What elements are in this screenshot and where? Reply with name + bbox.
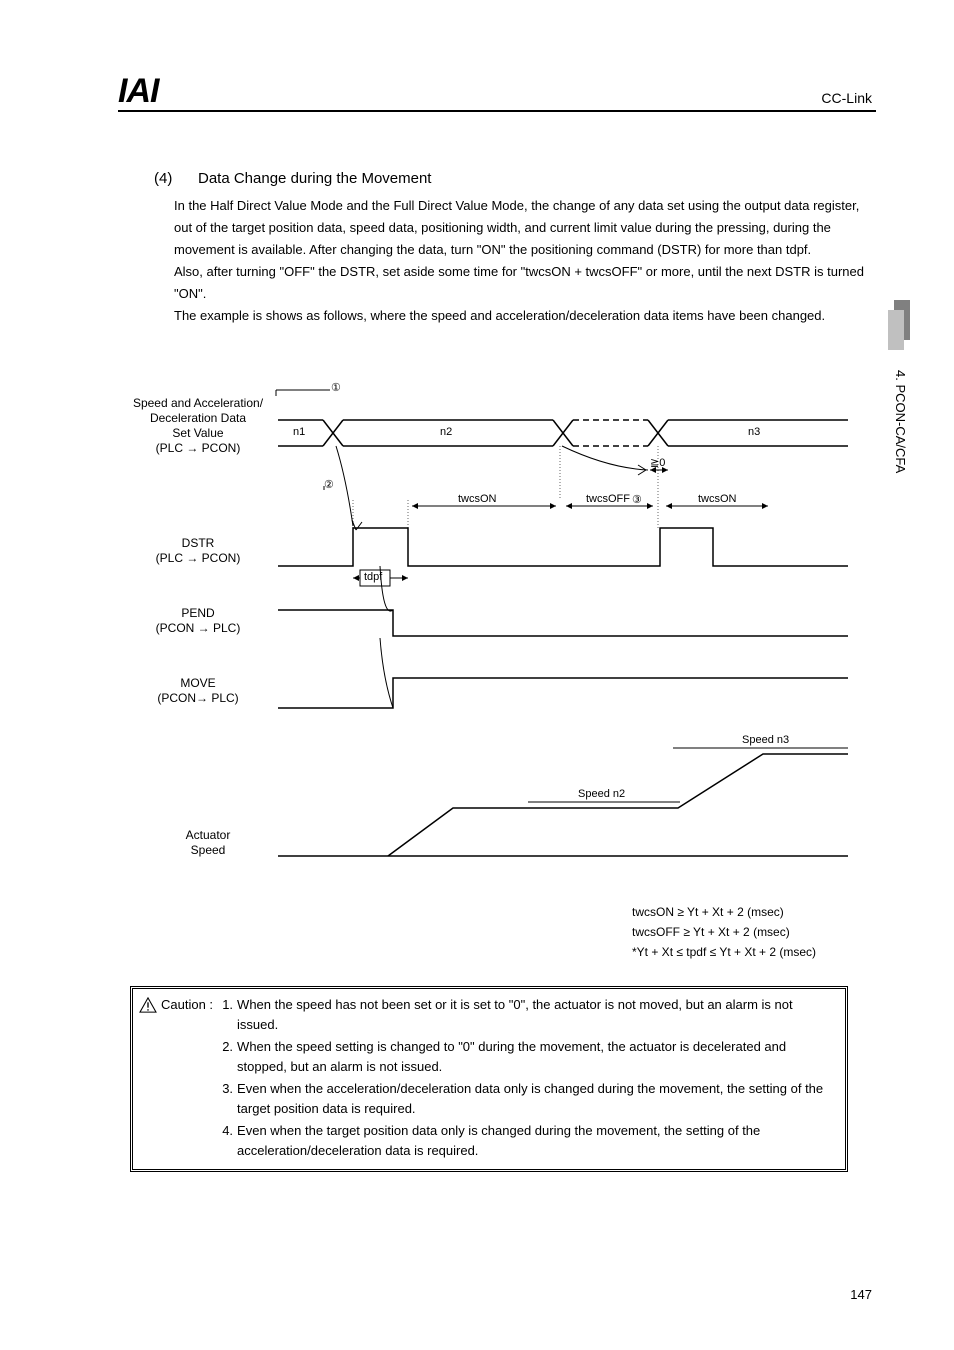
speed-n2: Speed n2 bbox=[578, 788, 625, 800]
tdpf: tdpf bbox=[364, 571, 382, 583]
paragraph-2: Also, after turning "OFF" the DSTR, set … bbox=[174, 261, 872, 305]
n1: n1 bbox=[293, 426, 305, 438]
caution-box: Caution : 1.When the speed has not been … bbox=[130, 986, 848, 1172]
caution-item-num: 1. bbox=[215, 995, 233, 1035]
warning-icon bbox=[139, 997, 157, 1013]
caution-item: 4.Even when the target position data onl… bbox=[215, 1121, 835, 1161]
ge0: ≧0 bbox=[650, 456, 665, 469]
header-right: CC-Link bbox=[821, 90, 872, 106]
section-number: (4) bbox=[154, 170, 172, 187]
caution-item-num: 4. bbox=[215, 1121, 233, 1161]
caution-label: Caution : bbox=[161, 995, 213, 1015]
diagram-svg bbox=[128, 378, 848, 908]
header-rule bbox=[118, 82, 876, 112]
section-title: Data Change during the Movement bbox=[198, 170, 431, 187]
caution-item: 2.When the speed setting is changed to "… bbox=[215, 1037, 835, 1077]
logo: IAI bbox=[118, 72, 158, 111]
paragraph-1: In the Half Direct Value Mode and the Fu… bbox=[174, 195, 872, 261]
twcsOFF: twcsOFF bbox=[586, 493, 630, 505]
caution-item: 3.Even when the acceleration/deceleratio… bbox=[215, 1079, 835, 1119]
speed-n3: Speed n3 bbox=[742, 734, 789, 746]
twcsON: twcsON bbox=[458, 493, 497, 505]
caution-item: 1.When the speed has not been set or it … bbox=[215, 995, 835, 1035]
n3: n3 bbox=[748, 426, 760, 438]
caution-item-num: 3. bbox=[215, 1079, 233, 1119]
caution-item-text: When the speed has not been set or it is… bbox=[237, 995, 835, 1035]
n2: n2 bbox=[440, 426, 452, 438]
marker-2: ② bbox=[324, 478, 334, 491]
formulas: twcsON ≥ Yt + Xt + 2 (msec) twcsOFF ≥ Yt… bbox=[632, 902, 816, 962]
marker-3: ③ bbox=[632, 493, 642, 506]
caution-item-text: Even when the acceleration/deceleration … bbox=[237, 1079, 835, 1119]
caution-item-num: 2. bbox=[215, 1037, 233, 1077]
caution-item-text: Even when the target position data only … bbox=[237, 1121, 835, 1161]
formula-2: twcsOFF ≥ Yt + Xt + 2 (msec) bbox=[632, 922, 816, 942]
page-number: 147 bbox=[850, 1287, 872, 1302]
twcsON2: twcsON bbox=[698, 493, 737, 505]
formula-3: *Yt + Xt ≤ tpdf ≤ Yt + Xt + 2 (msec) bbox=[632, 942, 816, 962]
caution-list: 1.When the speed has not been set or it … bbox=[215, 995, 835, 1163]
marker-1: ① bbox=[331, 381, 341, 394]
side-tab-fg bbox=[888, 310, 904, 350]
paragraph-3: The example is shows as follows, where t… bbox=[174, 305, 872, 327]
formula-1: twcsON ≥ Yt + Xt + 2 (msec) bbox=[632, 902, 816, 922]
body-text: In the Half Direct Value Mode and the Fu… bbox=[174, 195, 872, 327]
caution-item-text: When the speed setting is changed to "0"… bbox=[237, 1037, 835, 1077]
side-tab-text: 4. PCON-CA/CFA bbox=[893, 370, 908, 473]
timing-diagram: Speed and Acceleration/ Deceleration Dat… bbox=[128, 378, 848, 908]
